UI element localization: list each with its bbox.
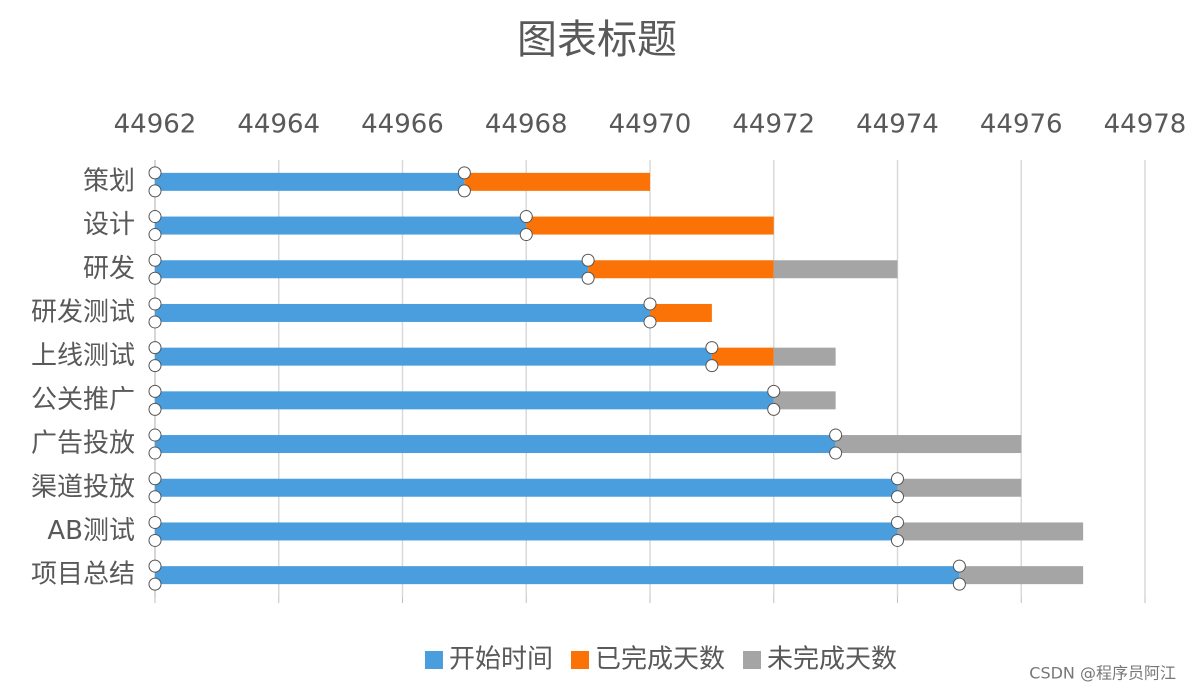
selection-handle	[148, 271, 162, 285]
watermark: CSDN @程序员阿江	[1029, 664, 1176, 683]
x-tick-label: 44962	[114, 110, 197, 140]
selection-handle	[891, 533, 904, 547]
selection-handle	[148, 315, 162, 329]
selection-handle	[148, 184, 162, 198]
bar	[773, 347, 836, 366]
bar	[588, 260, 774, 279]
selection-handle	[705, 359, 719, 373]
selection-handle	[148, 428, 162, 442]
selection-handle	[891, 515, 904, 529]
bar	[155, 522, 898, 541]
bar	[897, 522, 1084, 541]
bar	[897, 478, 1022, 497]
bar	[773, 391, 836, 410]
selection-handle	[457, 166, 471, 180]
selection-handle	[148, 297, 162, 311]
y-tick-label: AB测试	[47, 516, 135, 546]
selection-handle	[519, 228, 533, 242]
bar	[155, 391, 774, 410]
x-tick-label: 44974	[856, 110, 939, 140]
chart-title: 图表标题	[517, 17, 677, 63]
selection-handle	[705, 341, 719, 355]
bar	[526, 216, 774, 235]
selection-handle	[148, 166, 162, 180]
bar	[773, 260, 898, 279]
bar	[155, 216, 527, 235]
selection-handle	[148, 359, 162, 373]
bar	[155, 172, 465, 191]
y-tick-label: 上线测试	[31, 341, 135, 371]
bar	[650, 303, 712, 322]
bar	[959, 566, 1084, 585]
x-tick-label: 44970	[609, 110, 692, 140]
y-tick-label: 项目总结	[31, 560, 135, 590]
y-tick-label: 研发测试	[31, 297, 135, 327]
x-tick-label: 44968	[485, 110, 568, 140]
legend-swatch	[424, 651, 443, 669]
bar	[155, 347, 712, 366]
selection-handle	[148, 384, 162, 398]
x-tick-label: 44976	[980, 110, 1063, 140]
bar	[155, 478, 898, 497]
y-tick-label: 研发	[83, 254, 135, 284]
selection-handle	[891, 490, 904, 504]
selection-handle	[148, 559, 162, 573]
bar	[464, 172, 650, 191]
selection-handle	[829, 428, 843, 442]
selection-handle	[643, 297, 657, 311]
selection-handle	[148, 446, 162, 460]
y-tick-label: 渠道投放	[31, 472, 135, 502]
selection-handle	[767, 402, 781, 416]
selection-handle	[148, 228, 162, 242]
x-tick-label: 44966	[361, 110, 444, 140]
selection-handle	[148, 210, 162, 224]
legend-label: 已完成天数	[595, 645, 725, 675]
bar	[835, 435, 1022, 454]
x-tick-label: 44978	[1104, 110, 1187, 140]
legend-swatch	[570, 651, 589, 669]
y-tick-label: 广告投放	[31, 429, 135, 459]
y-tick-label: 公关推广	[31, 385, 135, 415]
selection-handle	[148, 577, 162, 591]
bar	[711, 347, 774, 366]
selection-handle	[148, 515, 162, 529]
bar	[155, 566, 960, 585]
selection-handle	[148, 533, 162, 547]
selection-handle	[581, 271, 595, 285]
selection-handle	[767, 384, 781, 398]
selection-handle	[148, 472, 162, 486]
selection-handle	[829, 446, 843, 460]
bar	[155, 435, 836, 454]
legend-label: 开始时间	[449, 645, 553, 675]
selection-handle	[891, 472, 904, 486]
x-tick-label: 44964	[237, 110, 320, 140]
selection-handle	[952, 559, 966, 573]
selection-handle	[519, 210, 533, 224]
y-tick-label: 设计	[83, 210, 135, 240]
x-tick-label: 44972	[732, 110, 815, 140]
selection-handle	[148, 341, 162, 355]
legend-label: 未完成天数	[767, 645, 897, 675]
selection-handle	[952, 577, 966, 591]
bar	[155, 260, 589, 279]
bar	[155, 303, 650, 322]
selection-handle	[148, 402, 162, 416]
legend-swatch	[743, 651, 762, 669]
selection-handle	[643, 315, 657, 329]
y-tick-label: 策划	[83, 166, 135, 196]
selection-handle	[581, 253, 595, 267]
selection-handle	[457, 184, 471, 198]
selection-handle	[148, 490, 162, 504]
selection-handle	[148, 253, 162, 267]
